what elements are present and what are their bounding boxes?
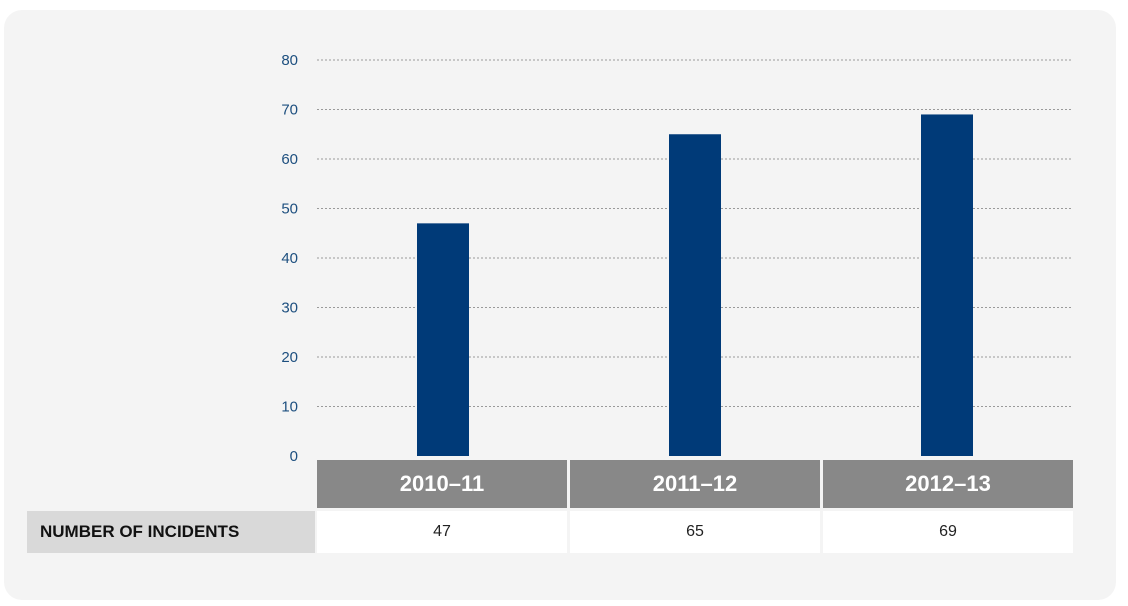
y-tick-label: 50 bbox=[281, 201, 298, 218]
bar bbox=[921, 114, 973, 456]
y-tick-label: 20 bbox=[281, 349, 298, 366]
y-tick-label: 80 bbox=[281, 52, 298, 69]
y-axis-ticks: 0 10 20 30 40 50 60 70 80 bbox=[281, 52, 298, 465]
bar bbox=[417, 223, 469, 456]
row-label-incidents: NUMBER OF INCIDENTS bbox=[27, 511, 315, 553]
y-tick-label: 40 bbox=[281, 250, 298, 267]
category-header-3: 2012–13 bbox=[823, 460, 1073, 508]
y-tick-label: 10 bbox=[281, 399, 298, 416]
value-cell-3: 69 bbox=[823, 511, 1073, 553]
category-header-2: 2011–12 bbox=[570, 460, 820, 508]
bar bbox=[669, 134, 721, 456]
value-cell-2: 65 bbox=[570, 511, 820, 553]
y-tick-label: 60 bbox=[281, 151, 298, 168]
y-tick-label: 0 bbox=[290, 448, 298, 465]
bars bbox=[417, 114, 973, 456]
value-cell-1: 47 bbox=[317, 511, 567, 553]
y-tick-label: 30 bbox=[281, 300, 298, 317]
y-tick-label: 70 bbox=[281, 102, 298, 119]
category-header-1: 2010–11 bbox=[317, 460, 567, 508]
